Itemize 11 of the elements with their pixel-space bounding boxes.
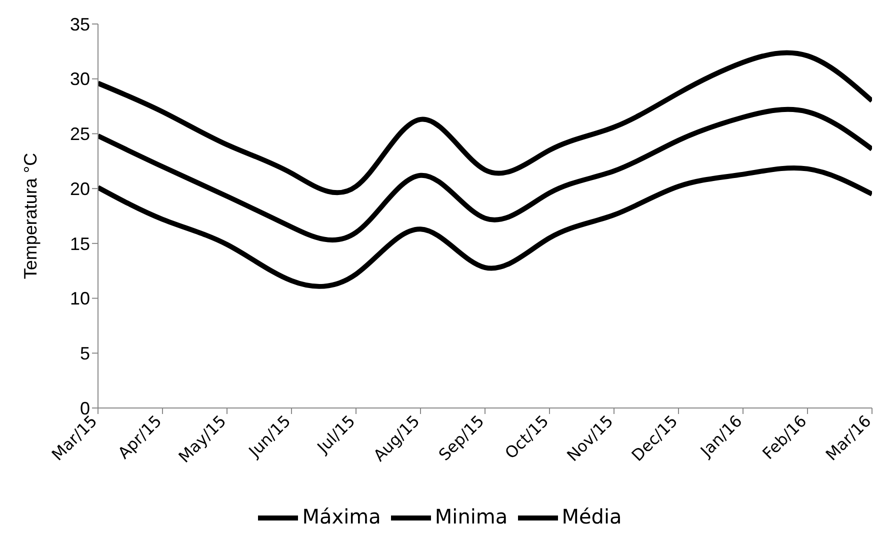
y-tick-label: 25	[70, 124, 90, 144]
legend-label: Média	[562, 504, 622, 528]
legend-label: Minima	[434, 504, 508, 528]
y-tick-label: 5	[80, 344, 90, 364]
y-tick-label: 35	[70, 14, 90, 34]
y-tick-label: 30	[70, 69, 90, 90]
y-tick-label: 10	[70, 288, 90, 309]
y-tick-label: 15	[70, 234, 90, 254]
legend-label: Máxima	[302, 504, 381, 528]
y-tick-label: 20	[70, 178, 90, 199]
y-axis-title: Temperatura °C	[20, 152, 40, 280]
